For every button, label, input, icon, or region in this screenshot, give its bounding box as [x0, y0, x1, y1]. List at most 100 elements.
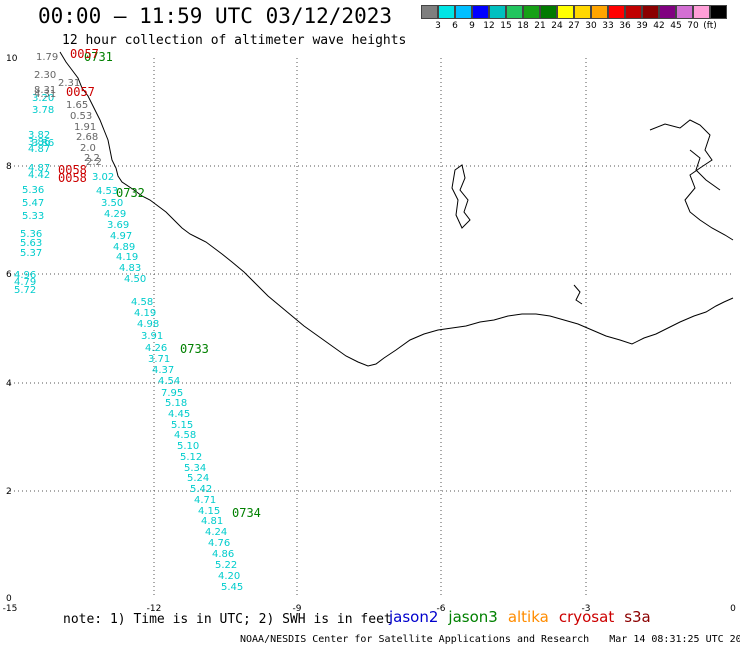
swh-label: 4.96	[14, 270, 36, 281]
scale-swatch	[659, 5, 676, 19]
swh-label: 4.42	[28, 170, 50, 181]
scale-swatch	[574, 5, 591, 19]
scale-label: 12	[483, 21, 495, 31]
swh-label: 4.87	[28, 144, 50, 155]
scale-label: 9	[469, 21, 475, 31]
scale-label: 70	[687, 21, 699, 31]
swh-label: 4.53	[96, 186, 118, 197]
y-tick-label: 0	[6, 594, 12, 604]
x-tick-label: -15	[3, 604, 18, 614]
swh-label: 5.24	[187, 473, 209, 484]
swh-label: 5.15	[171, 420, 193, 431]
swh-label: 1.91	[74, 122, 96, 133]
scale-swatch	[591, 5, 608, 19]
scale-swatch	[710, 5, 727, 19]
swh-label: 4.71	[194, 495, 216, 506]
swh-label: 3.20	[32, 93, 54, 104]
swh-label: 5.72	[14, 285, 36, 296]
satellite-cryosat: cryosat	[558, 608, 615, 626]
swh-label: 8.31	[34, 85, 56, 96]
x-tick-label: 0	[730, 604, 736, 614]
map-subtitle: 12 hour collection of altimeter wave hei…	[62, 33, 407, 48]
swh-label: 5.33	[22, 211, 44, 222]
swh-label: 4.97	[110, 231, 132, 242]
scale-label: 30	[585, 21, 597, 31]
swh-label: 5.18	[165, 398, 187, 409]
scale-swatch	[523, 5, 540, 19]
swh-label: 4.15	[198, 506, 220, 517]
swh-label: 4.54	[158, 376, 180, 387]
map-title: 00:00 – 11:59 UTC 03/12/2023	[38, 4, 393, 28]
pass-time-label: 0733	[180, 342, 209, 356]
scale-label: 18	[517, 21, 529, 31]
swh-label: 5.45	[221, 582, 243, 593]
scale-label: 24	[551, 21, 563, 31]
swh-label: 5.63	[20, 238, 42, 249]
swh-label: 4.86	[212, 549, 234, 560]
swh-label: 4.79	[14, 277, 36, 288]
pass-time-label: 0058	[58, 171, 87, 185]
swh-label: 5.22	[215, 560, 237, 571]
swh-label: 5.47	[22, 198, 44, 209]
scale-label: 39	[636, 21, 648, 31]
swh-label: 2.2	[84, 153, 100, 164]
swh-label: 4.29	[104, 209, 126, 220]
swh-label: 4.19	[116, 252, 138, 263]
satellite-s3a: s3a	[624, 608, 651, 626]
swh-label: 7.95	[161, 388, 183, 399]
satellite-altika: altika	[507, 608, 549, 626]
footer-timestamp: Mar 14 08:31:25 UTC 2023	[609, 634, 740, 645]
swh-label: 3.86	[32, 138, 54, 149]
satellite-jason3: jason3	[448, 608, 498, 626]
swh-label: 4.37	[152, 365, 174, 376]
swh-label: 4.50	[124, 274, 146, 285]
satellite-legend: jason2 jason3 altika cryosat s3a	[389, 608, 661, 626]
swh-label: 4.89	[113, 242, 135, 253]
swh-label: 5.10	[177, 441, 199, 452]
swh-label: 5.36	[20, 229, 42, 240]
scale-swatch	[693, 5, 710, 19]
swh-label: 3.50	[101, 198, 123, 209]
swh-label: 3.02	[92, 172, 114, 183]
swh-label: 5.12	[180, 452, 202, 463]
swh-label: 4.87	[28, 163, 50, 174]
scale-swatch	[540, 5, 557, 19]
swh-label: 4.81	[201, 516, 223, 527]
scale-label: 3	[435, 21, 441, 31]
swh-label: 2.0	[80, 143, 96, 154]
swh-label: 4.19	[134, 308, 156, 319]
scale-label: (ft)	[703, 21, 717, 31]
scale-label: 42	[653, 21, 665, 31]
x-tick-label: -12	[147, 604, 162, 614]
river-line	[649, 119, 734, 241]
note-text: note: 1) Time is in UTC; 2) SWH is in fe…	[63, 612, 392, 627]
swh-label: 4.76	[208, 538, 230, 549]
scale-label: 27	[568, 21, 580, 31]
swh-label: 5.37	[20, 248, 42, 259]
swh-label: 4.58	[174, 430, 196, 441]
river-line	[573, 284, 583, 305]
swh-label: 1.65	[66, 100, 88, 111]
pass-time-label: 0057	[66, 85, 95, 99]
lake-outline	[451, 164, 471, 229]
scale-swatch	[438, 5, 455, 19]
scale-swatch	[676, 5, 693, 19]
swh-label: 2.68	[76, 132, 98, 143]
scale-label: 15	[500, 21, 512, 31]
scale-swatch	[642, 5, 659, 19]
swh-label: 4.20	[218, 571, 240, 582]
scale-label: 21	[534, 21, 546, 31]
scale-swatch	[455, 5, 472, 19]
swh-label: 2.2	[86, 157, 102, 168]
swh-label: 4.58	[131, 297, 153, 308]
footer-source: NOAA/NESDIS Center for Satellite Applica…	[240, 634, 590, 645]
pass-time-label: 0058	[58, 163, 87, 177]
swh-label: 2.31	[58, 78, 80, 89]
scale-swatch	[506, 5, 523, 19]
swh-label: 4.24	[205, 527, 227, 538]
y-tick-label: 10	[6, 54, 18, 64]
swh-label: 2.30	[34, 70, 56, 81]
footer: NOAA/NESDIS Center for Satellite Applica…	[240, 634, 740, 645]
swh-label: 4.26	[145, 343, 167, 354]
